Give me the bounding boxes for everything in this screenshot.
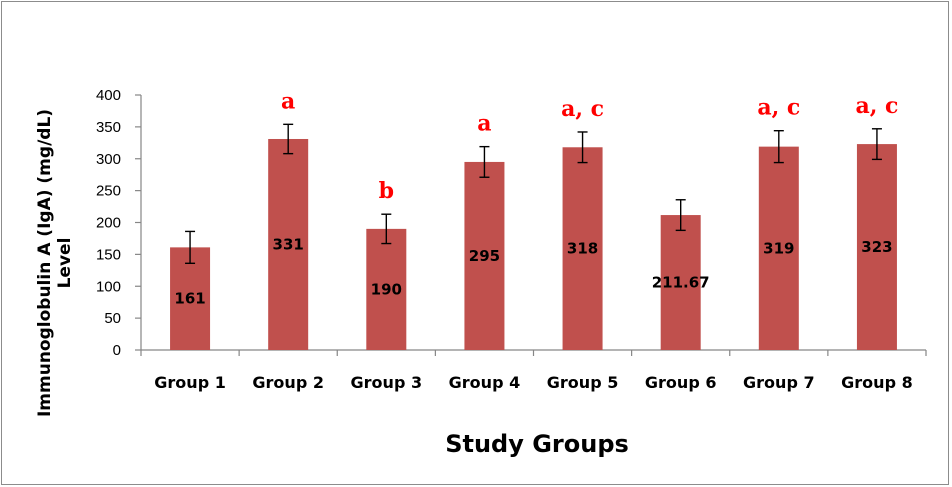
bar bbox=[856, 144, 897, 350]
category-label: Group 5 bbox=[547, 373, 619, 392]
y-tick-label: 300 bbox=[96, 151, 121, 168]
bars bbox=[170, 138, 897, 350]
significance-labels: a b a a, c a, c a, c bbox=[281, 88, 898, 204]
y-tick-label: 200 bbox=[96, 215, 121, 232]
x-ticks bbox=[140, 350, 927, 356]
y-axis-title: Immunoglobulin A (IgA) (mg/dL) bbox=[35, 109, 55, 417]
significance-label: a, c bbox=[757, 95, 800, 121]
category-label: Group 6 bbox=[645, 373, 717, 392]
data-labels: 161 331 190 295 318 211.67 319 323 bbox=[174, 235, 892, 307]
y-tick-label: 50 bbox=[104, 310, 121, 327]
y-tick-label: 400 bbox=[96, 87, 121, 104]
bar bbox=[464, 161, 505, 350]
y-axis-title-line2: Level bbox=[55, 238, 75, 289]
significance-label: a, c bbox=[855, 93, 898, 119]
bar bbox=[170, 247, 211, 350]
bar bbox=[366, 228, 407, 350]
data-label: 211.67 bbox=[652, 274, 710, 292]
axes bbox=[140, 95, 926, 351]
y-tick-label: 0 bbox=[113, 342, 121, 359]
data-label: 161 bbox=[174, 290, 205, 308]
category-label: Group 4 bbox=[449, 373, 521, 392]
error-bars bbox=[185, 123, 882, 264]
data-label: 323 bbox=[861, 238, 892, 256]
category-label: Group 8 bbox=[841, 373, 913, 392]
y-tick-label: 150 bbox=[96, 246, 121, 263]
category-label: Group 2 bbox=[252, 373, 324, 392]
bar bbox=[562, 147, 603, 350]
y-tick-label: 100 bbox=[96, 278, 121, 295]
bar bbox=[758, 146, 799, 350]
category-label: Group 3 bbox=[351, 373, 423, 392]
y-tick-label: 350 bbox=[96, 119, 121, 136]
y-ticks: 0 50 100 150 200 250 300 350 400 bbox=[96, 87, 141, 359]
category-label: Group 1 bbox=[154, 373, 226, 392]
bar bbox=[268, 138, 309, 350]
data-label: 190 bbox=[371, 280, 402, 298]
significance-label: b bbox=[379, 178, 394, 204]
y-tick-label: 250 bbox=[96, 183, 121, 200]
data-label: 318 bbox=[567, 240, 598, 258]
significance-label: a, c bbox=[561, 96, 604, 122]
category-labels: Group 1 Group 2 Group 3 Group 4 Group 5 Group… bbox=[154, 373, 912, 392]
significance-label: a bbox=[477, 111, 491, 137]
data-label: 319 bbox=[763, 239, 794, 257]
data-label: 331 bbox=[273, 235, 304, 253]
significance-label: a bbox=[281, 88, 295, 114]
bar bbox=[660, 215, 701, 350]
data-label: 295 bbox=[469, 247, 500, 265]
x-axis-title: Study Groups bbox=[445, 430, 629, 458]
category-label: Group 7 bbox=[743, 373, 815, 392]
